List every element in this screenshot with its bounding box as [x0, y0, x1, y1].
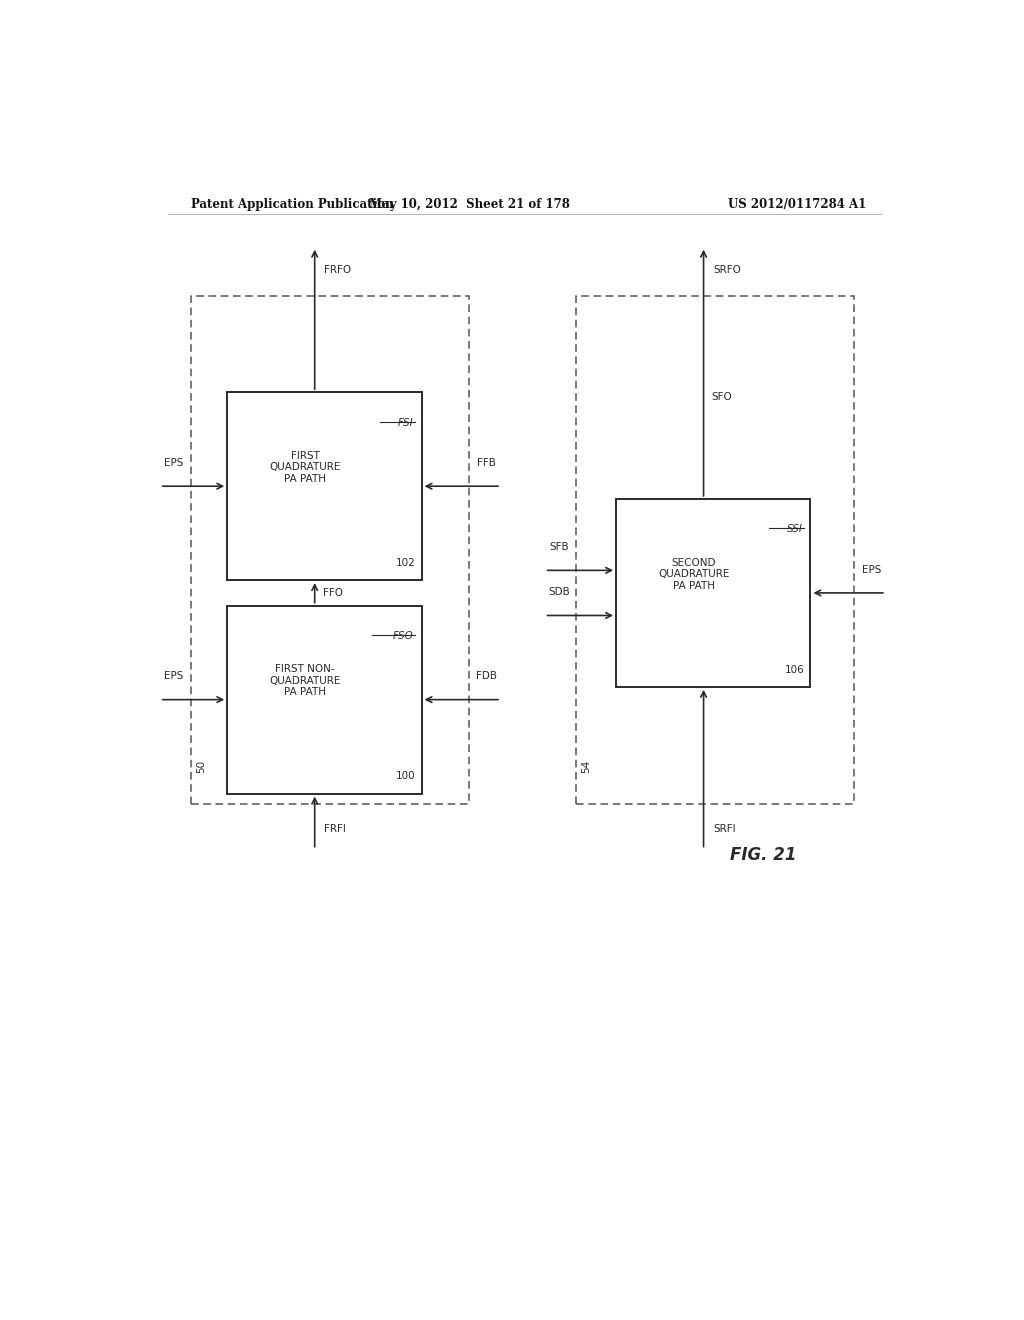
Text: May 10, 2012  Sheet 21 of 178: May 10, 2012 Sheet 21 of 178 — [369, 198, 569, 211]
Text: FIRST NON-
QUADRATURE
PA PATH: FIRST NON- QUADRATURE PA PATH — [269, 664, 341, 697]
Text: FSI: FSI — [398, 417, 414, 428]
Text: EPS: EPS — [164, 458, 183, 467]
Text: 102: 102 — [395, 558, 416, 568]
Text: SRFO: SRFO — [713, 265, 741, 275]
Text: FIRST
QUADRATURE
PA PATH: FIRST QUADRATURE PA PATH — [269, 451, 341, 484]
Text: FSO: FSO — [393, 631, 414, 642]
Text: FRFO: FRFO — [325, 265, 351, 275]
Text: 100: 100 — [395, 771, 416, 781]
Text: SECOND
QUADRATURE
PA PATH: SECOND QUADRATURE PA PATH — [658, 557, 729, 591]
Text: 54: 54 — [581, 760, 591, 774]
Text: FFO: FFO — [323, 587, 343, 598]
Text: 106: 106 — [784, 665, 804, 675]
Text: FFB: FFB — [477, 458, 497, 467]
Text: EPS: EPS — [164, 672, 183, 681]
Text: SSI: SSI — [786, 524, 803, 535]
Text: SFO: SFO — [712, 392, 732, 403]
Text: Patent Application Publication: Patent Application Publication — [191, 198, 394, 211]
Text: SFB: SFB — [549, 543, 568, 552]
Bar — [227, 606, 422, 793]
Text: EPS: EPS — [862, 565, 882, 574]
Text: FIG. 21: FIG. 21 — [730, 846, 796, 863]
Text: 50: 50 — [196, 760, 206, 774]
Text: FRFI: FRFI — [325, 824, 346, 834]
Text: SDB: SDB — [548, 587, 569, 597]
Text: SRFI: SRFI — [713, 824, 735, 834]
Bar — [616, 499, 811, 686]
Text: US 2012/0117284 A1: US 2012/0117284 A1 — [728, 198, 866, 211]
Bar — [227, 392, 422, 581]
Text: FDB: FDB — [476, 672, 498, 681]
